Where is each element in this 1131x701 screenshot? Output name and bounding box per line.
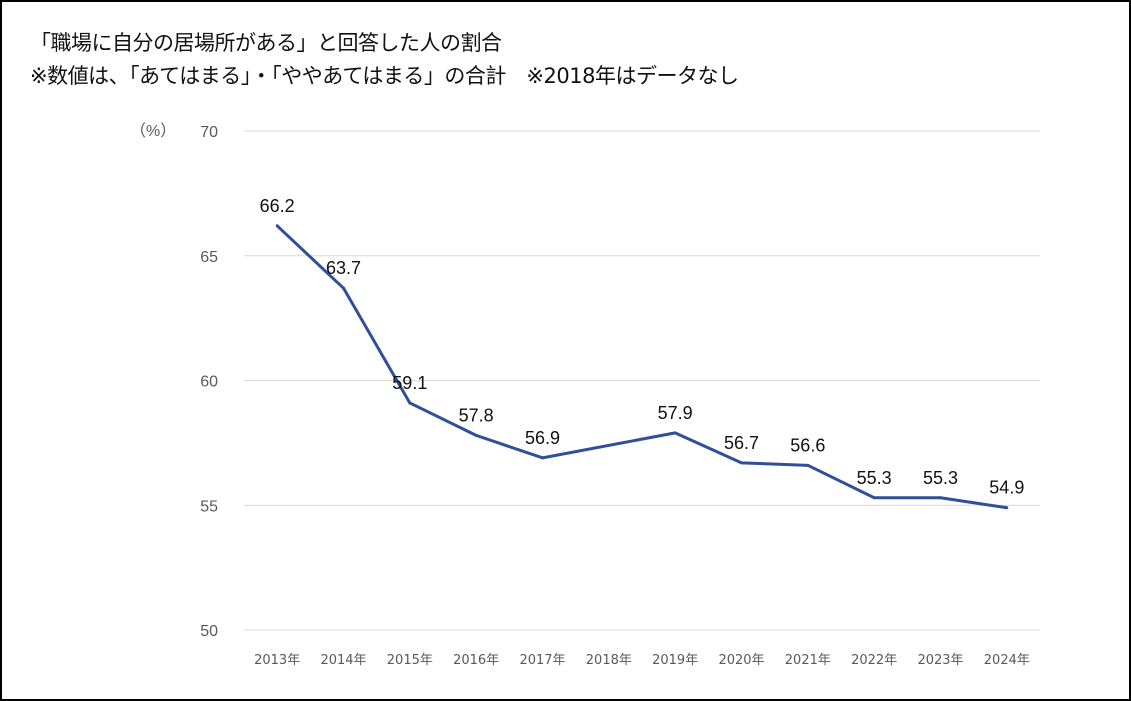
data-point [408, 401, 412, 405]
data-label: 63.7 [326, 258, 361, 278]
data-label: 56.6 [790, 435, 825, 455]
data-label: 54.9 [989, 478, 1024, 498]
data-point [673, 431, 677, 435]
data-label: 59.1 [392, 373, 427, 393]
x-tick-label: 2021年 [785, 653, 831, 668]
y-tick-label: 50 [200, 623, 218, 640]
y-tick-label: 65 [200, 249, 218, 266]
chart-title: 「職場に自分の居場所がある」と回答した人の割合 [30, 31, 502, 55]
data-point [474, 433, 478, 437]
data-point [1005, 506, 1009, 510]
x-tick-label: 2022年 [851, 653, 897, 668]
x-tick-label: 2017年 [519, 653, 565, 668]
data-point [740, 461, 743, 465]
data-point [872, 496, 876, 500]
data-point [541, 456, 544, 460]
y-axis-label: （%） [130, 122, 176, 140]
x-tick-label: 2016年 [453, 653, 499, 668]
x-tick-label: 2019年 [652, 653, 698, 668]
y-tick-label: 60 [200, 374, 218, 391]
data-point [939, 496, 942, 500]
x-tick-label: 2023年 [917, 653, 963, 668]
chart-subtitle: ※数値は、「あてはまる」・「ややあてはまる」の合計 ※2018年はデータなし [30, 64, 739, 88]
data-label: 56.9 [525, 428, 560, 448]
series-line [276, 224, 1008, 510]
data-point [275, 224, 279, 228]
y-tick-label: 70 [200, 124, 218, 141]
data-label: 56.7 [724, 433, 759, 453]
x-tick-label: 2018年 [586, 653, 632, 668]
data-point [342, 286, 345, 290]
data-label: 55.3 [857, 468, 892, 488]
x-tick-label: 2020年 [718, 653, 764, 668]
data-label: 57.8 [459, 405, 494, 425]
data-point [806, 463, 810, 467]
data-label: 66.2 [260, 196, 295, 216]
x-tick-label: 2024年 [984, 653, 1030, 668]
x-tick-label: 2014年 [320, 653, 366, 668]
y-tick-label: 55 [200, 498, 218, 515]
x-tick-label: 2013年 [254, 653, 300, 668]
data-label: 57.9 [658, 403, 693, 423]
data-label: 55.3 [923, 468, 958, 488]
x-tick-label: 2015年 [387, 653, 433, 668]
